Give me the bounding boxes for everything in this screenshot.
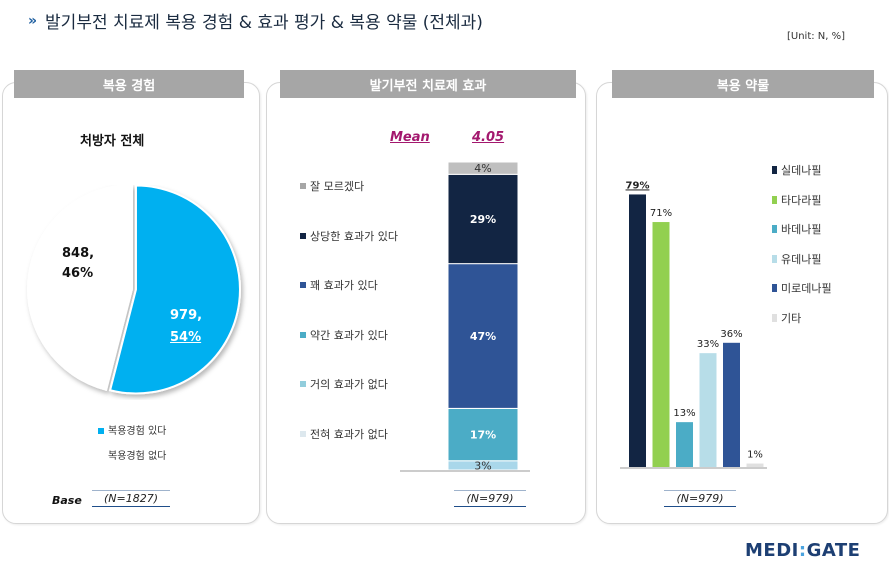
pie-legend-yes: 복용경험 있다 [98,422,166,437]
stacked-segment [447,173,519,265]
pie-slice [27,185,133,391]
legend-swatch [300,183,306,189]
legend-swatch [772,284,777,293]
page-title: 발기부전 치료제 복용 경험 & 효과 평가 & 복용 약물 (전체과) [45,13,483,33]
bar-value-label: 79% [626,180,650,191]
pie-subtitle: 처방자 전체 [80,134,145,149]
stacked-segment-label: 29% [470,213,496,226]
legend-swatch [772,254,777,263]
bar-value-label: 33% [697,339,719,350]
drug-legend-item: 미로데나필 [772,280,832,296]
effect-tab: 발기부전 치료제 효과 [280,70,576,98]
pie-legend-no: 복용경험 없다 [108,447,166,462]
bar-value-label: 36% [720,329,742,340]
stacked-bar-chart: 3% 17% 47% 29% 4% [400,161,530,472]
stacked-segment [447,407,519,462]
drug-legend-item: 유데나필 [772,251,821,267]
bar-value-label: 71% [650,208,672,219]
stacked-segment [447,263,519,409]
chevron-right-icon: » [28,12,38,29]
unit-label: [Unit: N, %] [787,31,846,42]
legend-label: 상당한 효과가 있다 [310,229,398,243]
effect-legend-item: 전혀 효과가 없다 [300,426,388,442]
stacked-segment-label: 3% [474,459,491,472]
effect-panel [266,82,586,524]
legend-label: 실데나필 [781,164,822,177]
effect-legend-item: 잘 모르겠다 [300,178,364,194]
legend-label: 잘 모르겠다 [310,180,365,193]
logo-part2: GATE [806,540,861,561]
logo-colon: : [798,540,807,561]
legend-label: 거의 효과가 없다 [310,378,388,392]
bar [629,194,646,467]
stacked-segment-label: 47% [470,330,496,343]
page-title-row: » 발기부전 치료제 복용 경험 & 효과 평가 & 복용 약물 (전체과) [28,8,483,34]
pie-slice [108,185,241,395]
bar-value-label: 1% [747,450,763,461]
bar [676,422,693,467]
legend-swatch [772,166,777,174]
experience-n-label: (N=1827) [92,490,170,507]
effect-legend-item: 꽤 효과가 있다 [300,277,378,293]
legend-label: 바데나필 [781,223,822,237]
pie-chart [27,185,241,395]
legend-swatch [300,232,306,239]
drug-legend-item: 바데나필 [772,221,821,237]
logo-part1: MEDI [745,540,799,561]
effect-legend-item: 약간 효과가 있다 [300,327,388,343]
bar [723,342,740,467]
bar [746,463,764,467]
stacked-segment-label: 17% [470,429,496,442]
legend-label: 약간 효과가 있다 [310,328,388,342]
drugs-tab: 복용 약물 [612,70,874,98]
legend-swatch [98,428,104,434]
drugs-n-label: (N=979) [664,490,736,507]
stacked-segment-label: 4% [474,162,491,175]
legend-swatch [300,282,306,289]
mean-label: Mean [390,130,430,145]
bar [699,353,717,467]
legend-label: 유데나필 [781,252,822,266]
legend-swatch [300,431,306,437]
bar [652,222,670,467]
pie-label-no: 848, 46% [62,244,94,284]
effect-legend-item: 거의 효과가 없다 [300,376,388,392]
bar-value-label: 13% [673,408,695,419]
pie-label-no-count: 848, [62,246,95,261]
drug-legend-item: 기타 [772,310,801,326]
legend-swatch [772,195,777,204]
stacked-segment [447,161,519,175]
legend-label: 복용경험 있다 [108,426,167,437]
legend-label: 기타 [781,312,802,325]
legend-swatch [772,314,777,322]
drug-bar-chart: 79% 71% 13% 33%36% 1% [620,180,767,469]
legend-swatch [772,225,777,234]
legend-label: 복용경험 없다 [108,451,167,462]
legend-label: 타다라필 [781,193,822,207]
legend-swatch [300,331,306,338]
effect-n-label: (N=979) [454,490,526,507]
drug-legend-item: 타다라필 [772,192,821,208]
effect-legend-item: 상당한 효과가 있다 [300,228,398,244]
pie-label-no-percent: 46% [62,266,94,281]
legend-swatch [300,381,306,388]
medigate-logo: MEDI:GATE [745,540,860,561]
drug-legend-item: 실데나필 [772,162,821,178]
mean-value: 4.05 [472,130,505,145]
pie-label-yes-count: 979, [170,308,203,323]
legend-label: 전혀 효과가 없다 [310,428,388,441]
experience-tab: 복용 경험 [14,70,244,98]
legend-label: 꽤 효과가 있다 [310,279,378,293]
pie-label-yes-percent: 54% [170,330,202,345]
legend-label: 미로데나필 [781,282,832,296]
pie-label-yes: 979, 54% [170,305,202,349]
base-label: Base [52,494,82,507]
